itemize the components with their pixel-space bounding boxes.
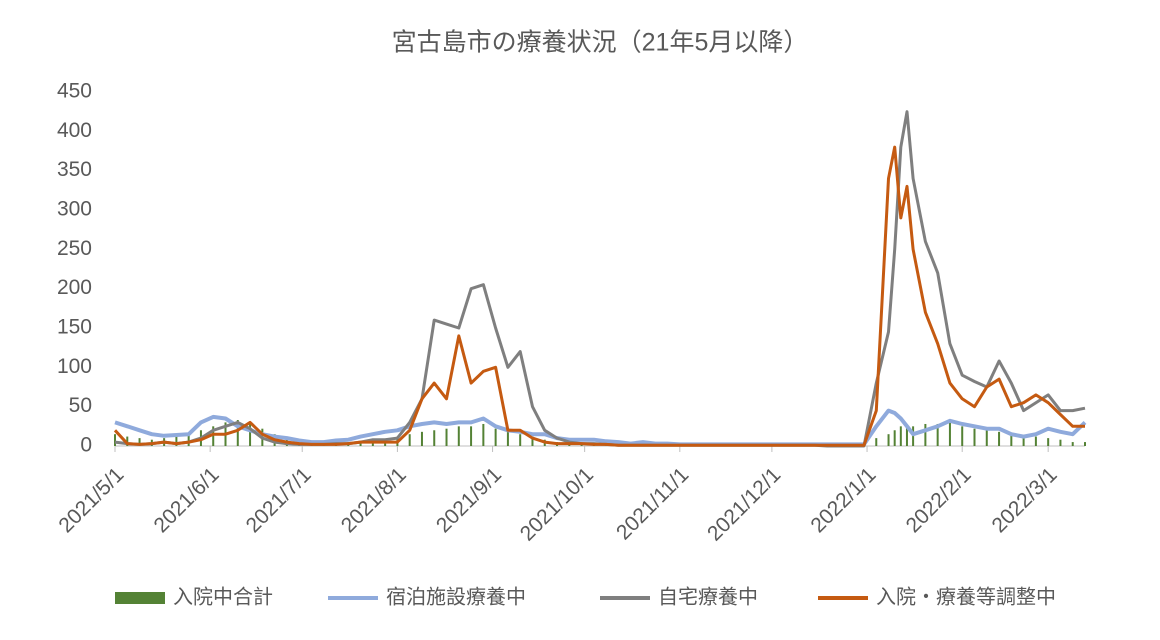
bar [1034, 436, 1037, 446]
legend-swatch [115, 592, 165, 604]
bar [420, 431, 423, 446]
bar [1071, 442, 1074, 446]
bar [249, 422, 252, 446]
bar [494, 428, 497, 446]
bar [887, 434, 890, 446]
x-tick-label: 2021/8/1 [337, 463, 411, 537]
bar [961, 426, 964, 446]
x-tick-label: 2021/6/1 [150, 463, 224, 537]
x-tick-label: 2021/10/1 [516, 463, 598, 545]
bar [985, 430, 988, 446]
x-tick-label: 2021/12/1 [703, 463, 785, 545]
bar [948, 422, 951, 446]
bar [445, 428, 448, 446]
bar [1059, 439, 1062, 446]
bar [905, 426, 908, 446]
y-tick-label: 200 [57, 276, 92, 299]
bar [114, 434, 116, 446]
bar [482, 423, 485, 446]
bar [371, 442, 374, 446]
bar [875, 438, 878, 446]
bar [973, 428, 976, 446]
y-tick-label: 150 [57, 316, 92, 339]
line [113, 145, 1085, 447]
y-tick-label: 300 [57, 198, 92, 221]
bar [519, 434, 522, 446]
bar [175, 436, 178, 446]
bar [359, 442, 362, 446]
legend-label: 宿泊施設療養中 [386, 585, 526, 608]
bar [470, 426, 473, 446]
bar [1022, 436, 1025, 446]
x-tick-label: 2022/2/1 [902, 463, 976, 537]
x-tick-label: 2021/5/1 [54, 463, 128, 537]
x-tick-label: 2022/3/1 [988, 463, 1062, 537]
y-tick-label: 350 [57, 158, 92, 181]
bar [899, 426, 902, 446]
bar [936, 423, 939, 446]
bar [187, 434, 190, 446]
bar [893, 430, 896, 446]
bar [457, 426, 460, 446]
y-tick-label: 250 [57, 237, 92, 260]
bar [433, 430, 436, 446]
bar [506, 430, 509, 446]
x-tick-label: 2021/11/1 [612, 463, 693, 544]
line [114, 110, 1086, 448]
legend-label: 自宅療養中 [658, 585, 758, 608]
y-tick-label: 0 [80, 434, 92, 457]
bar [1010, 434, 1013, 446]
bar [212, 426, 215, 446]
bar [1047, 438, 1050, 446]
bar [236, 420, 239, 446]
bar [531, 436, 534, 446]
y-tick-label: 400 [57, 119, 92, 142]
y-tick-label: 450 [57, 80, 92, 103]
x-tick-label: 2021/9/1 [432, 463, 506, 537]
x-tick-label: 2022/1/1 [806, 463, 880, 537]
bar [126, 436, 129, 446]
bar [924, 423, 927, 446]
bar [1084, 442, 1086, 446]
bar [408, 434, 411, 446]
y-tick-label: 100 [57, 355, 92, 378]
bar [998, 431, 1001, 446]
bar [138, 438, 141, 446]
x-tick-label: 2021/7/1 [242, 463, 316, 537]
legend-label: 入院中合計 [173, 585, 273, 608]
line [114, 408, 1087, 447]
chart-title: 宮古島市の療養状況（21年5月以降） [392, 29, 809, 57]
y-tick-label: 50 [69, 394, 92, 417]
legend-label: 入院・療養等調整中 [876, 585, 1056, 608]
